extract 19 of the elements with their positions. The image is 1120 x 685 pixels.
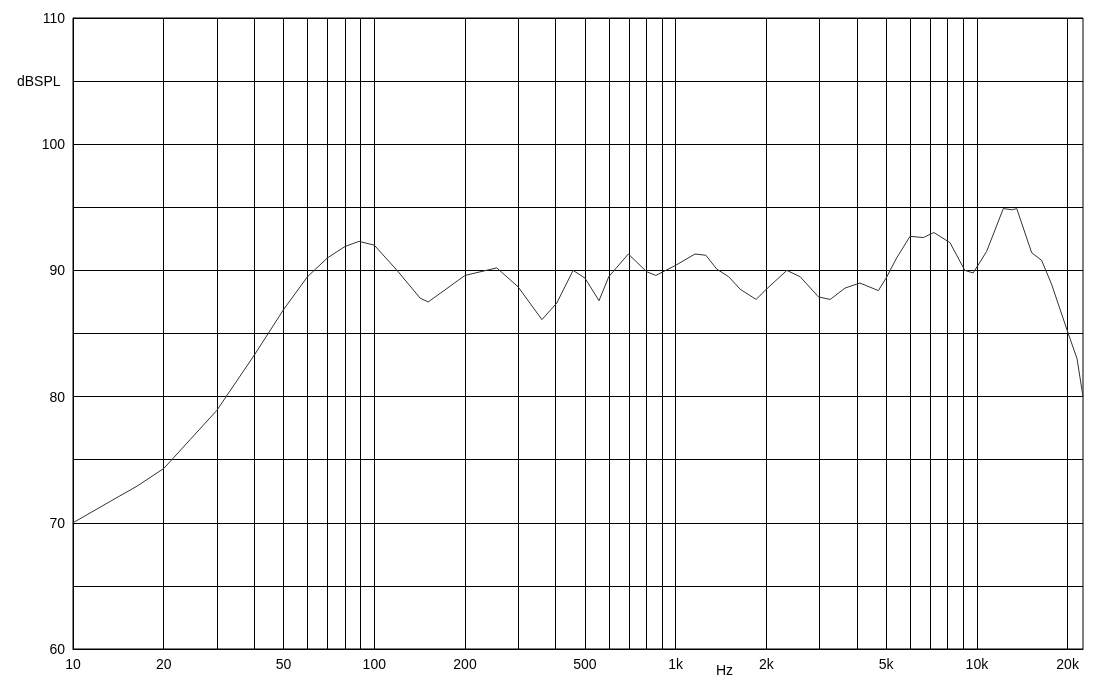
x-tick-label: 100 [362,656,387,672]
x-tick-label: 20k [1056,656,1080,672]
x-tick-label: 2k [758,656,775,672]
y-axis-title: dBSPL [17,73,61,89]
x-tick-label: 20 [155,656,172,672]
x-tick-label: 1k [668,656,684,672]
x-tick-label: 5k [878,656,895,672]
x-tick-label: 500 [573,656,597,672]
y-tick-label: 100 [41,136,66,153]
x-tick-label: 50 [275,656,292,672]
y-tick-label: 110 [42,10,66,26]
x-tick-label: 10 [65,656,81,672]
x-tick-label: 10k [965,656,990,672]
y-tick-label: 90 [49,262,66,279]
y-tick-label: 80 [49,388,66,405]
x-axis-title: Hz [716,662,734,678]
y-tick-label: 60 [49,641,66,657]
x-tick-label: 200 [453,656,477,672]
y-tick-label: 70 [49,514,66,531]
